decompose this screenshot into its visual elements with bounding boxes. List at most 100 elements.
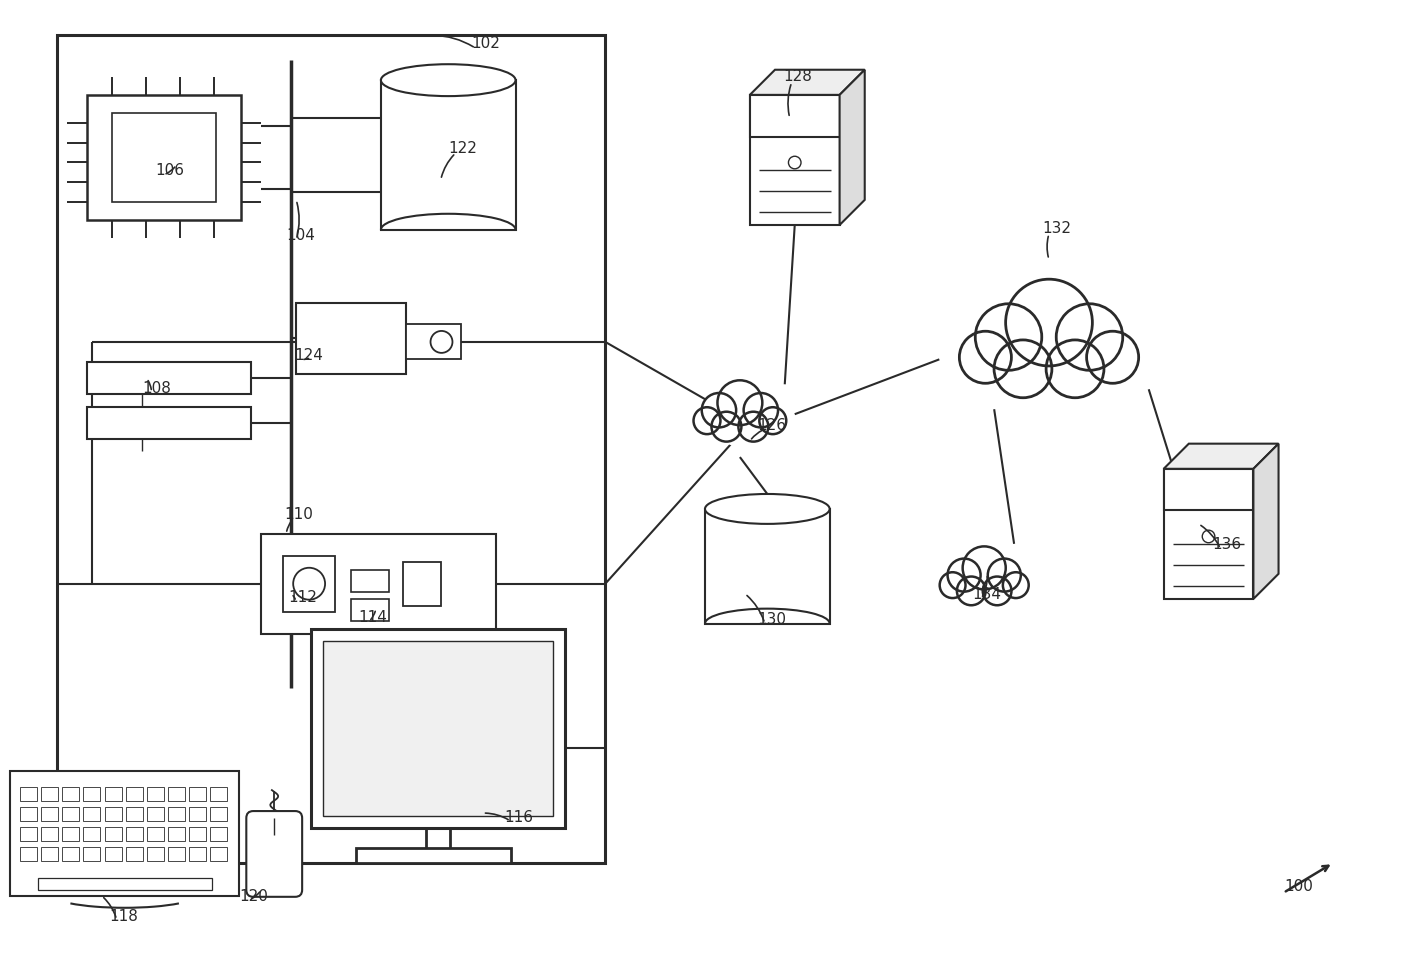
Circle shape xyxy=(1046,340,1104,398)
Circle shape xyxy=(789,157,802,170)
Circle shape xyxy=(744,393,778,428)
Bar xyxy=(62,787,79,801)
Bar xyxy=(147,847,164,861)
Circle shape xyxy=(988,559,1021,592)
Bar xyxy=(211,828,227,841)
Circle shape xyxy=(994,340,1052,398)
Bar xyxy=(190,847,206,861)
Bar xyxy=(20,807,37,821)
Circle shape xyxy=(712,412,741,442)
Bar xyxy=(112,114,216,203)
Bar xyxy=(125,787,143,801)
Circle shape xyxy=(760,408,786,435)
Bar xyxy=(87,408,251,440)
Text: 104: 104 xyxy=(286,228,316,243)
Bar xyxy=(62,807,79,821)
Circle shape xyxy=(958,577,986,606)
Bar xyxy=(83,807,100,821)
Text: 102: 102 xyxy=(472,36,500,50)
Bar xyxy=(1164,469,1254,599)
Polygon shape xyxy=(1164,444,1279,469)
Bar xyxy=(20,828,37,841)
Circle shape xyxy=(1002,573,1029,599)
Circle shape xyxy=(1202,531,1214,544)
Circle shape xyxy=(717,381,762,425)
Circle shape xyxy=(963,547,1005,590)
Bar xyxy=(125,828,143,841)
Bar xyxy=(62,828,79,841)
Text: 128: 128 xyxy=(783,69,812,83)
Bar xyxy=(20,787,37,801)
Bar xyxy=(296,303,406,375)
Bar xyxy=(41,807,58,821)
Bar xyxy=(1164,469,1254,511)
Bar xyxy=(750,96,840,226)
Bar xyxy=(38,878,212,890)
Text: 126: 126 xyxy=(757,418,786,432)
Bar xyxy=(83,828,100,841)
Circle shape xyxy=(1087,332,1139,384)
Circle shape xyxy=(1005,280,1092,366)
FancyBboxPatch shape xyxy=(246,811,302,897)
Bar xyxy=(87,96,241,221)
Bar xyxy=(20,847,37,861)
Text: 100: 100 xyxy=(1283,879,1313,893)
Bar xyxy=(190,787,206,801)
Bar xyxy=(211,847,227,861)
Bar xyxy=(104,847,122,861)
Polygon shape xyxy=(840,71,865,226)
Bar xyxy=(125,807,143,821)
Bar xyxy=(190,828,206,841)
Circle shape xyxy=(948,559,980,592)
Bar xyxy=(380,81,515,231)
Circle shape xyxy=(939,573,966,599)
Polygon shape xyxy=(1254,444,1279,599)
Bar xyxy=(147,807,164,821)
Circle shape xyxy=(959,560,1009,610)
Bar xyxy=(10,771,239,896)
Text: 134: 134 xyxy=(973,586,1001,602)
Bar xyxy=(312,629,566,828)
Text: 108: 108 xyxy=(142,381,171,395)
Circle shape xyxy=(983,577,1011,606)
Circle shape xyxy=(702,393,736,428)
Bar xyxy=(284,556,336,612)
Circle shape xyxy=(1056,304,1123,371)
Bar xyxy=(168,787,185,801)
Text: 112: 112 xyxy=(289,589,317,605)
Bar xyxy=(87,363,251,394)
Text: 116: 116 xyxy=(504,809,534,824)
Text: 122: 122 xyxy=(448,141,477,156)
Circle shape xyxy=(998,307,1099,409)
Polygon shape xyxy=(750,71,865,96)
Circle shape xyxy=(694,408,720,435)
Bar xyxy=(83,787,100,801)
Bar xyxy=(41,847,58,861)
Text: 120: 120 xyxy=(239,889,268,903)
Bar xyxy=(104,787,122,801)
Ellipse shape xyxy=(380,65,515,97)
Bar xyxy=(168,828,185,841)
Bar xyxy=(351,599,389,621)
Bar xyxy=(190,807,206,821)
Circle shape xyxy=(431,331,452,354)
Bar xyxy=(147,787,164,801)
Text: 124: 124 xyxy=(295,348,323,362)
Bar xyxy=(168,847,185,861)
Circle shape xyxy=(976,304,1042,371)
Bar xyxy=(750,96,840,138)
Text: 118: 118 xyxy=(110,908,138,923)
Bar xyxy=(104,828,122,841)
Bar xyxy=(83,847,100,861)
Bar xyxy=(211,807,227,821)
Bar xyxy=(705,510,830,624)
Bar xyxy=(41,787,58,801)
Circle shape xyxy=(959,332,1011,384)
Circle shape xyxy=(293,568,326,600)
Bar xyxy=(104,807,122,821)
Bar xyxy=(323,641,553,816)
Bar xyxy=(41,828,58,841)
Text: 114: 114 xyxy=(358,610,388,624)
Text: 136: 136 xyxy=(1212,537,1241,551)
Text: 110: 110 xyxy=(285,507,313,522)
